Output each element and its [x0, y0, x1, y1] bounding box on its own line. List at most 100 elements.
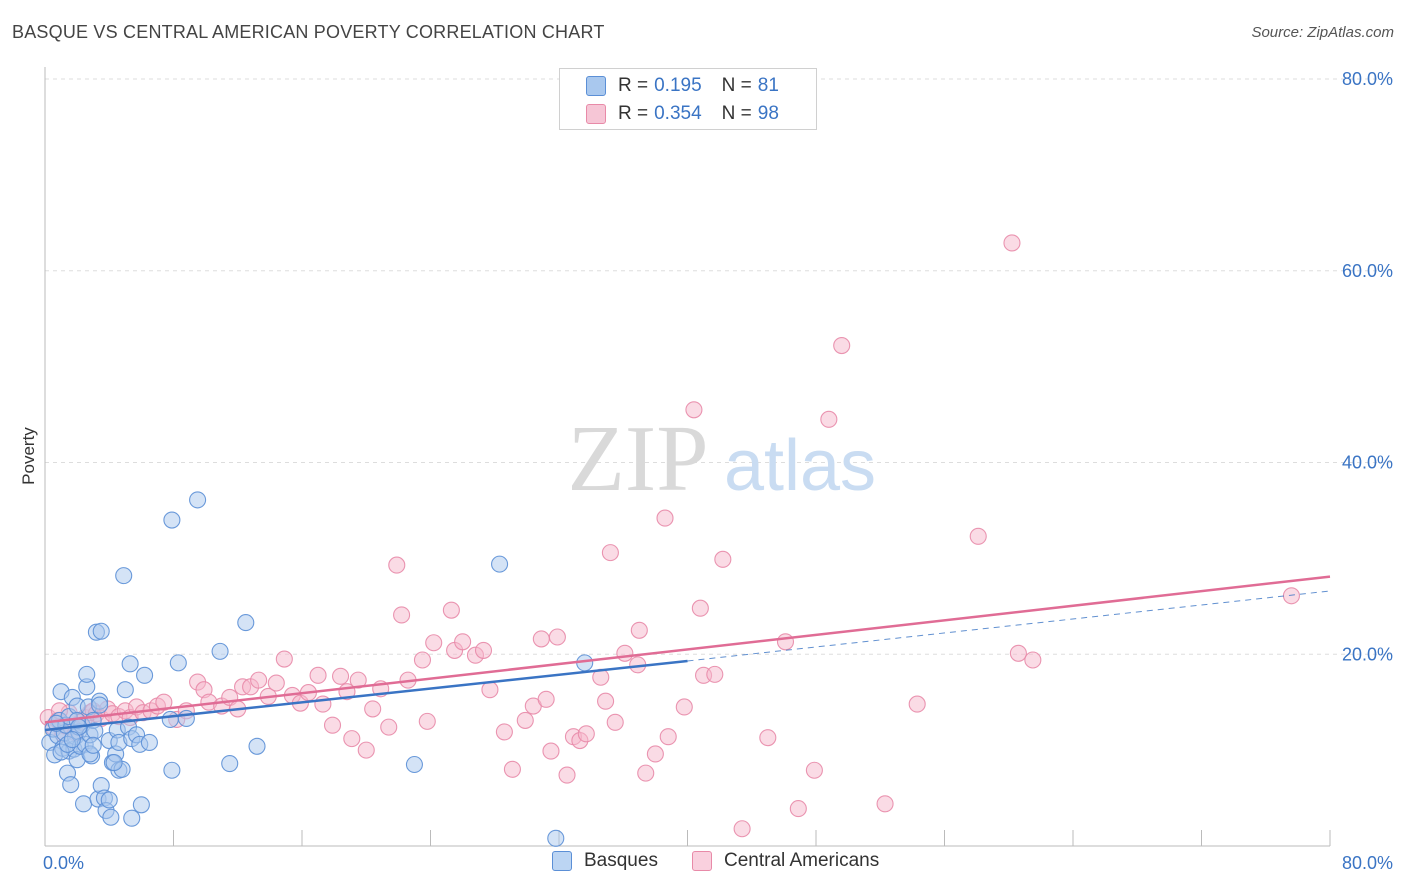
basques-point	[237, 614, 255, 632]
y-tick-label: 60.0%	[1342, 261, 1393, 281]
central-americans-point	[606, 713, 624, 731]
central-americans-point	[380, 718, 398, 736]
central-americans-point	[309, 666, 327, 684]
central-americans-point	[442, 601, 460, 619]
central-americans-point	[331, 667, 350, 685]
central-americans-point	[630, 621, 648, 639]
basques-point	[132, 796, 150, 814]
central-americans-point	[706, 665, 724, 683]
central-americans-point	[537, 690, 555, 708]
basques-swatch	[552, 851, 572, 871]
legend-row-central-americans: R = 0.354 N = 98	[586, 102, 779, 126]
basques-point	[105, 754, 123, 772]
legend-item-central-americans[interactable]: Central Americans	[692, 850, 879, 872]
basques-point	[63, 731, 81, 749]
central-americans-point	[558, 766, 576, 784]
y-axis-label: Poverty	[19, 427, 38, 485]
central-americans-point	[503, 760, 521, 778]
r-label: R =	[618, 103, 649, 124]
watermark-atlas: atlas	[724, 426, 876, 506]
watermark: ZIP atlas	[568, 407, 877, 511]
n-value: 98	[757, 103, 779, 124]
central-americans-point	[691, 599, 709, 617]
central-americans-point	[481, 681, 499, 699]
central-americans-point	[969, 527, 987, 545]
trend-lines	[44, 575, 1331, 732]
central-americans-point	[532, 630, 550, 648]
central-americans-point	[659, 728, 677, 746]
central-americans-point	[789, 800, 807, 818]
basques-point	[78, 665, 96, 683]
central-americans-point	[250, 671, 268, 689]
central-americans-point	[776, 633, 795, 651]
central-americans-point	[454, 633, 472, 651]
central-americans-point	[548, 628, 566, 646]
central-americans-point	[656, 509, 674, 527]
central-americans-swatch	[692, 851, 712, 871]
central-americans-point	[1003, 234, 1021, 252]
central-americans-point	[425, 634, 443, 652]
central-americans-point	[908, 695, 926, 713]
chart-title: BASQUE VS CENTRAL AMERICAN POVERTY CORRE…	[12, 22, 605, 42]
basques-trend-extension	[687, 590, 1331, 662]
legend-row-basques: R = 0.195 N = 81	[586, 74, 779, 98]
basques-point	[121, 655, 139, 673]
central-americans-point	[343, 730, 361, 748]
central-americans-point	[733, 820, 751, 838]
n-label: N =	[721, 75, 752, 96]
central-americans-point	[714, 550, 732, 568]
central-americans-point	[805, 761, 823, 779]
y-tick-label: 80.0%	[1342, 69, 1393, 89]
basques-point	[163, 511, 181, 529]
central-americans-point	[577, 725, 595, 743]
y-tick-label: 40.0%	[1342, 453, 1393, 473]
central-americans-point	[601, 544, 619, 562]
basques-point	[161, 710, 179, 728]
n-label: N =	[721, 103, 752, 124]
basques-point	[136, 666, 154, 684]
basques-point	[189, 491, 207, 509]
n-value: 81	[757, 75, 779, 96]
central-americans-point	[364, 700, 382, 718]
basques-swatch	[586, 76, 606, 96]
watermark-zip: ZIP	[568, 407, 709, 511]
central-americans-swatch	[586, 104, 606, 124]
basques-point	[102, 808, 120, 826]
r-value: 0.195	[654, 75, 702, 96]
central-americans-point	[275, 650, 293, 668]
grid-lines	[45, 78, 1392, 655]
basques-point	[177, 709, 195, 728]
central-americans-point	[388, 556, 406, 574]
central-americans-point	[542, 742, 560, 760]
central-americans-point	[155, 693, 173, 711]
legend-label: Central Americans	[724, 850, 880, 871]
legend-item-basques[interactable]: Basques	[552, 850, 658, 872]
central-americans-point	[474, 641, 493, 659]
basques-point	[123, 809, 141, 827]
central-americans-point	[646, 745, 664, 763]
basques-point	[169, 654, 187, 672]
central-americans-point	[1024, 651, 1042, 669]
central-americans-point	[357, 741, 375, 759]
basques-point	[100, 791, 118, 809]
basques-point	[405, 755, 423, 774]
basques-point	[84, 736, 102, 754]
basques-trend-line	[44, 659, 688, 732]
data-points	[39, 234, 1300, 847]
central-americans-point	[675, 698, 693, 716]
central-americans-point	[495, 723, 513, 741]
y-tick-label: 20.0%	[1342, 644, 1393, 664]
central-americans-point	[637, 764, 655, 782]
central-americans-point	[323, 716, 342, 734]
basques-point	[221, 754, 239, 773]
central-americans-trend-line	[44, 575, 1331, 724]
x-tick-label: 0.0%	[43, 853, 84, 873]
central-americans-point	[759, 729, 777, 747]
source-label: Source: ZipAtlas.com	[1251, 24, 1394, 41]
r-label: R =	[618, 75, 649, 96]
basques-point	[211, 642, 229, 660]
series-legend: Basques Central Americans	[0, 850, 1406, 878]
tick-labels: 20.0% 40.0% 60.0% 80.0% 0.0% 80.0%	[43, 69, 1393, 873]
central-americans-point	[685, 401, 703, 419]
